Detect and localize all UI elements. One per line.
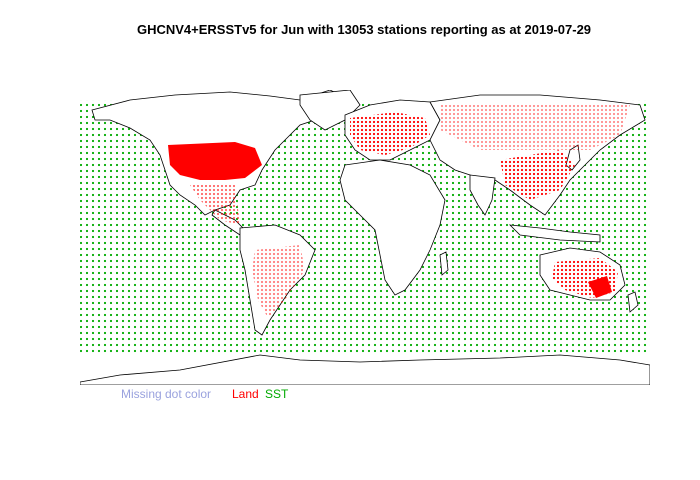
se-australia-stations: [588, 276, 612, 298]
madagascar: [439, 251, 449, 276]
legend-missing-label: Missing dot color: [121, 387, 212, 401]
usa-stations: [168, 142, 262, 180]
map-title: GHCNV4+ERSSTv5 for Jun with 13053 statio…: [136, 22, 592, 37]
africa: [339, 159, 446, 296]
asia-sparse-stations: [440, 105, 630, 150]
new-zealand: [627, 291, 639, 313]
east-asia-stations: [500, 150, 575, 200]
india: [469, 174, 496, 216]
central-america-stations: [190, 185, 240, 225]
legend-land-label: Land: [232, 387, 259, 401]
indonesia: [508, 224, 601, 243]
land-station-clusters: [168, 105, 630, 318]
europe-stations: [350, 112, 430, 155]
antarctica: [80, 354, 650, 385]
south-america-stations: [252, 245, 305, 318]
legend-sst-label: SST: [265, 387, 289, 401]
